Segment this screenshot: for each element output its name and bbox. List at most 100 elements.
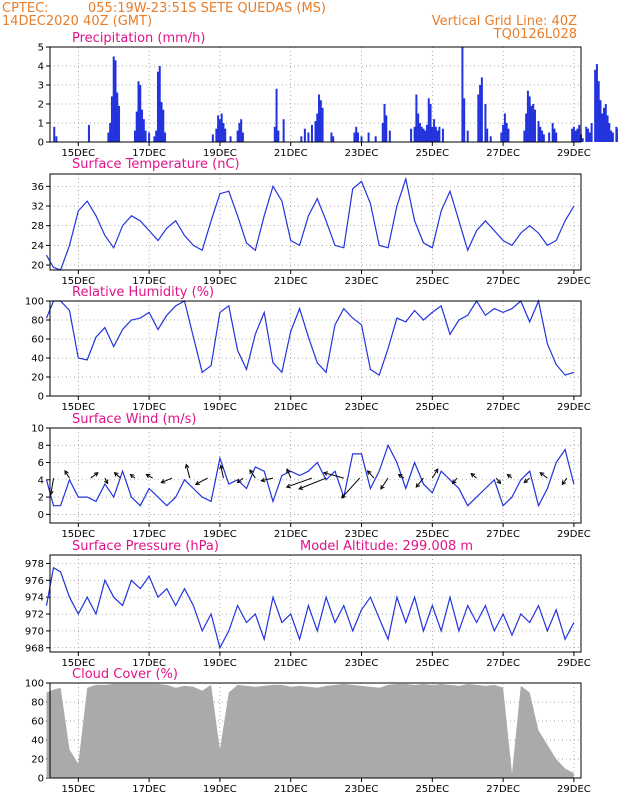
x-tick-label: 17DEC <box>132 148 166 159</box>
wind-arrow-head <box>496 479 502 485</box>
panel-title: Surface Temperature (nC) <box>72 157 240 172</box>
x-tick-label: 29DEC <box>557 276 591 287</box>
x-tick-label: 21DEC <box>274 658 308 669</box>
x-tick-label: 27DEC <box>486 658 520 669</box>
precip-bar <box>420 126 423 142</box>
precip-bar <box>332 136 335 142</box>
precip-bar <box>424 130 427 142</box>
x-tick-label: 21DEC <box>274 402 308 413</box>
precip-bar <box>381 123 384 142</box>
precip-bar <box>590 123 593 142</box>
x-tick-label: 17DEC <box>132 784 166 795</box>
y-tick-label: 0 <box>38 510 44 521</box>
plot-frame <box>49 46 582 143</box>
wind-arrow <box>161 477 173 484</box>
header-source: CPTEC: <box>2 1 49 16</box>
precip-bar <box>413 126 416 142</box>
precip-bar <box>438 126 441 142</box>
header-code: TQ0126L028 <box>493 27 577 42</box>
y-tick-label: 976 <box>25 576 44 587</box>
y-tick-label: 2 <box>38 493 44 504</box>
precip-bar <box>218 119 221 142</box>
x-tick-label: 23DEC <box>345 529 379 540</box>
wind-arrow <box>114 472 122 479</box>
precip-bar <box>215 128 218 142</box>
precip-bar <box>273 126 276 142</box>
wind-arrow <box>146 474 153 479</box>
precip-bar <box>356 132 359 142</box>
y-tick-label: 60 <box>31 335 44 346</box>
precip-bar <box>383 104 386 142</box>
x-tick-label: 27DEC <box>486 529 520 540</box>
precip-bar <box>606 115 609 142</box>
precip-bar <box>367 132 370 142</box>
precip-bar <box>427 98 430 142</box>
precip-bar <box>585 126 588 142</box>
panel-title: Precipitation (mm/h) <box>72 31 205 46</box>
precip-bar <box>431 126 434 142</box>
precip-bar <box>224 128 227 142</box>
precip-bar <box>240 119 243 142</box>
x-tick-label: 21DEC <box>274 784 308 795</box>
precip-bar <box>539 126 542 142</box>
wind-arrow-head <box>539 472 545 477</box>
precip-bar <box>553 128 556 142</box>
wind-arrow-head <box>129 473 135 479</box>
precip-bar <box>523 130 526 142</box>
panel-title: Surface Wind (m/s) <box>72 412 196 427</box>
wind-arrow <box>50 478 55 495</box>
wind-arrow-head <box>451 479 457 485</box>
precip-bar <box>236 130 239 142</box>
precip-bar <box>528 96 531 142</box>
precip-bar <box>112 56 115 142</box>
precip-bar <box>525 113 528 142</box>
x-tick-label: 19DEC <box>203 402 237 413</box>
y-tick-label: 0 <box>38 138 44 149</box>
precip-bar <box>502 124 505 142</box>
wind-arrow-head <box>434 468 439 474</box>
wind-arrow-head <box>415 483 421 488</box>
wind-arrow <box>195 477 208 485</box>
wind-arrow <box>286 477 313 488</box>
precip-bar <box>303 128 306 142</box>
precip-bar <box>55 136 58 142</box>
y-tick-label: 972 <box>25 610 44 621</box>
y-tick-label: 1 <box>38 119 44 130</box>
y-tick-label: 40 <box>31 736 44 747</box>
y-tick-label: 970 <box>25 626 44 637</box>
wind-arrow-head <box>523 478 529 484</box>
wind-arrow <box>523 477 530 483</box>
precip-bar <box>385 115 388 142</box>
wind-arrow <box>380 477 389 490</box>
x-tick-label: 15DEC <box>61 658 95 669</box>
precip-bar <box>355 126 358 142</box>
cloud-area <box>46 684 574 778</box>
wind-arrow <box>261 477 274 482</box>
x-tick-label: 23DEC <box>345 276 379 287</box>
x-tick-label: 23DEC <box>345 402 379 413</box>
precip-bar <box>410 128 413 142</box>
precip-bar <box>238 123 241 142</box>
header-grid-note: Vertical Grid Line: 40Z <box>432 14 577 29</box>
x-tick-label: 23DEC <box>345 658 379 669</box>
precip-bar <box>461 47 464 142</box>
precip-bar <box>87 124 90 142</box>
x-tick-label: 29DEC <box>557 148 591 159</box>
wind-arrow <box>539 472 548 479</box>
x-tick-label: 29DEC <box>557 402 591 413</box>
precip-bar <box>426 124 429 142</box>
precip-bar <box>300 136 303 142</box>
x-tick-label: 27DEC <box>486 148 520 159</box>
y-tick-label: 0 <box>38 774 44 785</box>
precip-bar <box>572 126 575 142</box>
x-tick-label: 25DEC <box>415 402 449 413</box>
precip-bar <box>433 119 436 142</box>
y-tick-label: 100 <box>25 297 44 308</box>
wind-arrow-head <box>341 493 346 499</box>
y-tick-label: 4 <box>38 62 44 73</box>
plot-frame <box>49 300 582 397</box>
y-tick-label: 0 <box>38 392 44 403</box>
wind-arrow-head <box>145 473 151 479</box>
precip-bar <box>417 113 420 142</box>
precip-bar <box>595 64 598 142</box>
